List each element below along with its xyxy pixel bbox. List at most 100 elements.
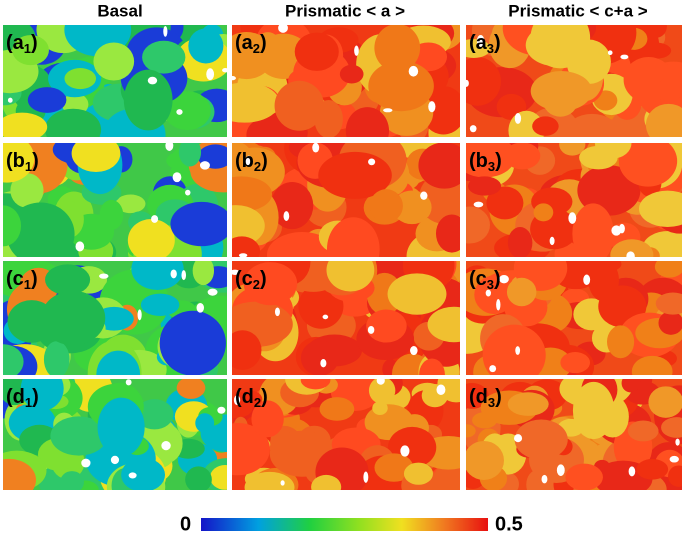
label-suffix: ) — [32, 150, 39, 172]
label-suffix: ) — [261, 150, 268, 172]
column-header: Prismatic < a > — [285, 1, 405, 20]
grain — [514, 419, 568, 460]
label-subscript: 1 — [25, 159, 32, 174]
label-prefix: (c — [6, 268, 24, 290]
void — [669, 455, 679, 463]
grain — [127, 218, 175, 257]
void — [217, 406, 226, 414]
void — [368, 158, 376, 166]
panel-label: (c2) — [235, 268, 267, 292]
void — [172, 172, 182, 183]
panel-label: (d3) — [469, 386, 502, 410]
void — [280, 480, 285, 486]
grain — [374, 453, 414, 482]
void — [185, 189, 191, 196]
grain — [71, 143, 121, 173]
grain — [482, 324, 546, 375]
colorbar-max: 0.5 — [495, 513, 523, 535]
grain — [210, 465, 227, 490]
void — [128, 472, 137, 479]
label-subscript: 1 — [24, 277, 31, 292]
void — [568, 212, 577, 224]
label-suffix: ) — [495, 386, 502, 408]
grain — [20, 379, 64, 411]
grain — [565, 113, 620, 137]
grain — [559, 143, 586, 156]
grain — [366, 309, 407, 343]
grain — [645, 103, 682, 137]
label-suffix: ) — [261, 386, 268, 408]
void — [363, 471, 369, 483]
grain — [641, 42, 672, 59]
void — [176, 109, 183, 115]
label-suffix: ) — [260, 32, 267, 54]
grain — [178, 143, 202, 167]
grain — [115, 194, 146, 214]
grain — [418, 143, 460, 189]
colorbar-min: 0 — [180, 513, 191, 535]
void — [515, 346, 521, 355]
grain — [43, 341, 70, 375]
void — [400, 445, 410, 457]
grain — [326, 217, 380, 257]
grain — [41, 290, 106, 346]
grain — [507, 392, 549, 416]
grain — [621, 379, 641, 393]
map-panel — [232, 143, 460, 257]
grain — [530, 71, 592, 112]
label-subscript: 3 — [488, 159, 495, 174]
label-subscript: 2 — [254, 395, 261, 410]
panel-label: (b1) — [6, 150, 39, 174]
void — [473, 201, 484, 208]
grain — [50, 416, 108, 456]
grain — [572, 203, 614, 257]
void — [626, 251, 635, 257]
grain — [631, 355, 673, 375]
grain — [3, 205, 22, 247]
panel-label: (b2) — [235, 150, 268, 174]
grain — [466, 206, 490, 244]
grain — [232, 82, 280, 123]
label-subscript: 2 — [253, 277, 260, 292]
void — [354, 45, 359, 56]
grain — [368, 60, 434, 112]
panel-label: (a2) — [235, 32, 267, 56]
void — [7, 97, 13, 103]
grain — [506, 277, 537, 307]
grain — [142, 40, 186, 74]
map-panel — [466, 25, 682, 137]
grain — [466, 143, 516, 178]
void — [274, 307, 280, 317]
grain — [419, 358, 445, 375]
void — [278, 25, 288, 33]
void — [238, 253, 248, 257]
label-suffix: ) — [31, 268, 38, 290]
grain — [311, 474, 342, 490]
map-panel — [466, 261, 682, 375]
void — [245, 155, 253, 167]
void — [514, 434, 523, 443]
grain — [232, 330, 262, 370]
grain — [192, 261, 215, 286]
grain — [188, 28, 224, 64]
grain — [466, 424, 476, 438]
void — [199, 161, 210, 170]
grain — [3, 112, 48, 137]
grain — [232, 423, 270, 476]
void — [476, 34, 485, 47]
label-prefix: (b — [6, 150, 25, 172]
grain — [657, 76, 682, 102]
label-prefix: (d — [469, 386, 488, 408]
void — [607, 50, 613, 56]
map-panel — [3, 379, 227, 490]
void — [163, 26, 168, 37]
grain — [374, 25, 421, 72]
grain — [185, 466, 212, 490]
grain — [232, 176, 273, 212]
grain — [195, 413, 215, 433]
grain — [176, 379, 206, 399]
grain — [467, 176, 502, 196]
grain — [300, 340, 339, 375]
